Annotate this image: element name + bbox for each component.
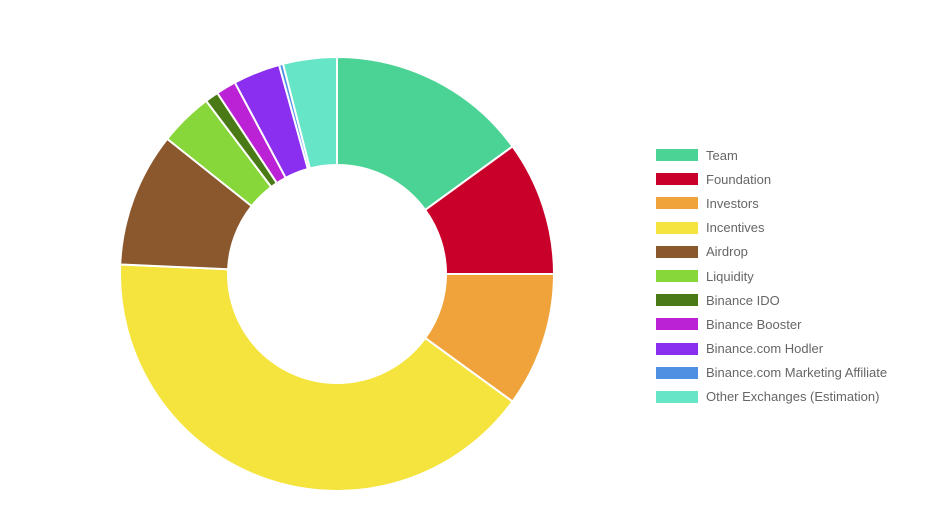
legend-label: Investors xyxy=(706,195,759,211)
legend-label: Other Exchanges (Estimation) xyxy=(706,389,880,405)
legend-label: Team xyxy=(706,147,738,163)
legend-item-binance-com-hodler[interactable]: Binance.com Hodler xyxy=(656,337,887,361)
legend-item-investors[interactable]: Investors xyxy=(656,191,887,215)
legend-item-binance-ido[interactable]: Binance IDO xyxy=(656,288,887,312)
legend-label: Binance.com Marketing Affiliate xyxy=(706,365,888,381)
legend-swatch xyxy=(656,270,698,283)
legend-item-team[interactable]: Team xyxy=(656,143,887,167)
legend-item-binance-booster[interactable]: Binance Booster xyxy=(656,312,887,336)
legend-item-binance-com-marketing-affiliate[interactable]: Binance.com Marketing Affiliate xyxy=(656,361,887,385)
legend-item-liquidity[interactable]: Liquidity xyxy=(656,264,887,288)
legend-swatch xyxy=(656,197,698,210)
legend-swatch xyxy=(656,221,698,234)
legend-swatch xyxy=(656,366,698,379)
legend-swatch xyxy=(656,173,698,186)
legend-swatch xyxy=(656,149,698,162)
legend-label: Liquidity xyxy=(706,268,754,284)
slice-incentives[interactable] xyxy=(119,263,514,492)
legend-label: Incentives xyxy=(706,220,765,236)
legend-item-airdrop[interactable]: Airdrop xyxy=(656,240,887,264)
chart-legend: Team Foundation Investors Incentives Airdrop… xyxy=(656,143,887,409)
slice-other-exchanges-estimation[interactable] xyxy=(281,55,338,170)
legend-swatch xyxy=(656,342,698,355)
legend-label: Binance IDO xyxy=(706,292,780,308)
legend-label: Binance.com Hodler xyxy=(706,341,824,357)
legend-swatch xyxy=(656,294,698,307)
legend-swatch xyxy=(656,390,698,403)
legend-label: Foundation xyxy=(706,171,772,187)
legend-label: Airdrop xyxy=(706,244,748,260)
legend-swatch xyxy=(656,318,698,331)
legend-item-incentives[interactable]: Incentives xyxy=(656,216,887,240)
legend-item-other-exchanges-estimation[interactable]: Other Exchanges (Estimation) xyxy=(656,385,887,409)
legend-label: Binance Booster xyxy=(706,316,802,332)
legend-swatch xyxy=(656,245,698,258)
slice-team[interactable] xyxy=(336,55,514,212)
legend-item-foundation[interactable]: Foundation xyxy=(656,167,887,191)
